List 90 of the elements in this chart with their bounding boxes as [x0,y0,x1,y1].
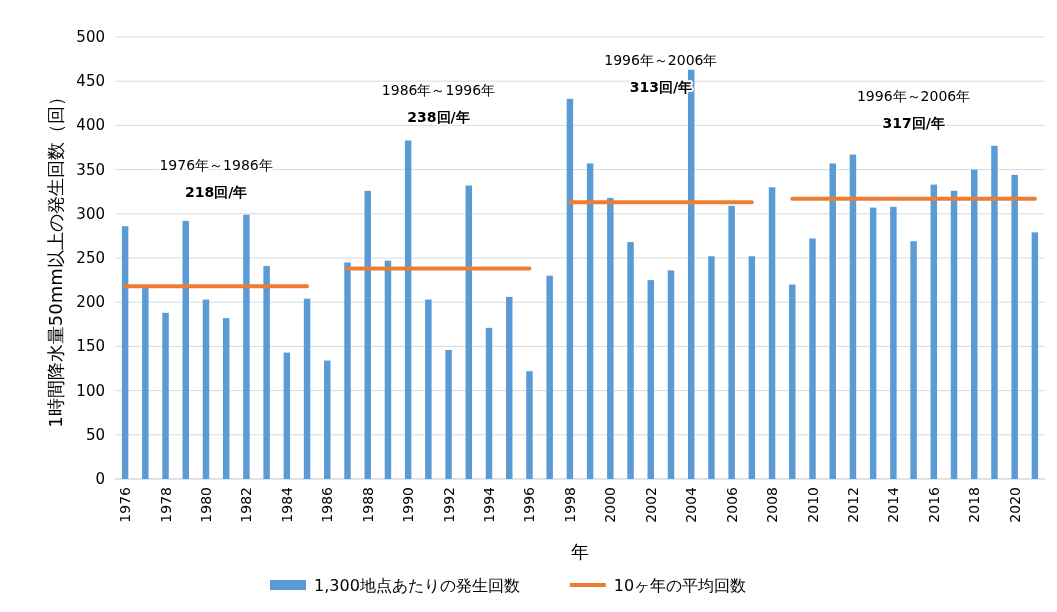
x-tick-label: 2016 [925,486,942,523]
x-axis-title: 年 [571,541,589,562]
y-tick-label: 300 [76,204,105,223]
x-tick-label: 1994 [481,486,498,523]
x-tick-label: 2000 [602,487,619,523]
bar [142,288,149,479]
x-tick-label: 1996 [521,486,538,523]
bar [910,241,917,479]
x-tick-label: 2004 [683,486,700,523]
bar [404,140,412,479]
bar [991,145,998,479]
y-axis-title: 1時間降水量50mm以上の発生回数（回） [45,88,66,428]
y-tick-label: 500 [76,28,105,46]
bar [728,205,735,479]
y-tick-label: 100 [76,381,105,400]
annotation: 1996年～2006年 [856,87,971,104]
bar [849,154,857,479]
x-tick-label: 1980 [197,487,214,523]
bar [445,349,452,479]
x-tick-label: 2014 [885,486,902,523]
bar [647,280,654,479]
bar [465,185,473,479]
x-tick-label: 1988 [359,487,376,523]
y-tick-label: 400 [76,116,105,135]
legend-label: 10ヶ年の平均回数 [613,576,747,595]
bar [263,265,270,479]
bar [708,256,715,479]
bar [506,296,513,479]
x-tick-label: 1976 [117,486,134,523]
y-tick-label: 350 [76,160,105,179]
bar [182,220,189,479]
x-tick-label: 1982 [238,487,255,523]
x-tick-label: 2018 [966,487,983,523]
y-tick-label: 450 [76,72,105,91]
y-tick-label: 150 [76,337,105,356]
annotation: 1996年～2006年 [604,52,718,68]
bar [364,190,371,479]
bar [829,163,836,479]
x-tick-label: 1992 [440,487,457,523]
bar [202,299,210,479]
bar [425,299,432,479]
bar [586,163,594,479]
bar [1011,174,1018,479]
bar [303,298,311,479]
x-tick-label: 1984 [278,486,295,523]
bar [1031,232,1039,479]
annotation: 1986年～1996年 [381,82,496,99]
annotation: 218回/年 [184,183,248,200]
bar [789,284,796,479]
bar [869,207,877,479]
annotation: 238回/年 [407,109,470,126]
bar [667,270,675,479]
x-tick-label: 1978 [157,487,174,523]
bar [566,98,574,479]
x-tick-label: 1998 [561,487,578,523]
bar [324,360,331,479]
annotation: 1976年～1986年 [159,156,273,173]
bar [627,242,634,479]
y-tick-label: 50 [85,425,105,444]
bar [485,327,493,479]
legend-label: 1,300地点あたりの発生回数 [314,576,520,595]
bar [162,312,169,479]
bar [809,238,816,479]
bar [344,262,351,479]
y-tick-label: 0 [95,470,105,488]
x-tick-label: 2010 [804,487,821,523]
x-tick-label: 1986 [319,486,336,523]
bar [930,184,938,479]
bar [748,256,756,479]
x-tick-label: 2006 [723,486,740,523]
bar [283,352,291,479]
y-tick-label: 200 [76,293,105,312]
bar [890,206,897,479]
x-tick-label: 2002 [642,487,659,523]
y-tick-label: 250 [76,249,105,267]
bar [121,226,129,479]
x-tick-label: 2020 [1006,487,1023,523]
bar [768,187,776,479]
bar [526,371,533,479]
x-tick-label: 2008 [764,487,781,523]
bar [243,214,250,479]
bar [607,197,614,479]
bar [971,169,978,479]
bar [546,275,553,479]
x-tick-label: 1990 [400,487,417,523]
bar [950,190,958,479]
x-tick-label: 2012 [844,487,861,523]
bar [222,318,230,479]
bar [384,260,392,479]
annotation: 317回/年 [882,114,945,131]
